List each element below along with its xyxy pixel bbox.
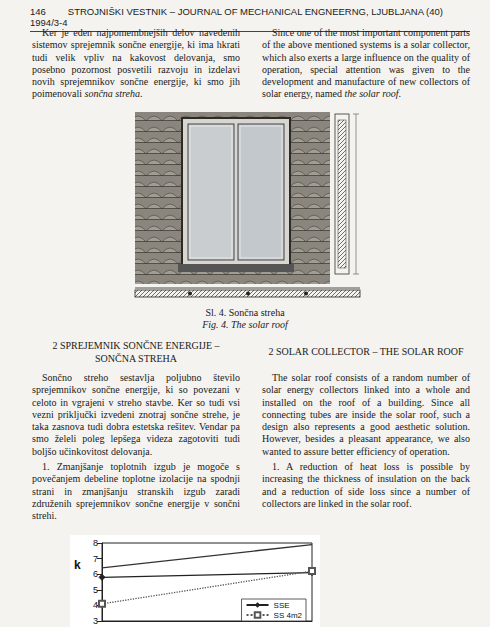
html-text:Ker je eden najpomembnejših de: Ker je eden najpomembnejših delov navede… — [32, 27, 240, 100]
svg-text:k: k — [74, 558, 81, 572]
html-text:Since one of the most importan: Since one of the most important componen… — [262, 27, 470, 100]
html-text:Fig. 4. The solar roof: Fig. 4. The solar roof — [202, 319, 288, 330]
html-text:1. Zmanjšanje toplotnih izgub: 1. Zmanjšanje toplotnih izgub je mogoče … — [32, 461, 240, 522]
svg-text:6: 6 — [93, 569, 98, 579]
svg-text:8: 8 — [93, 538, 98, 548]
svg-text:SS 4m2: SS 4m2 — [274, 611, 303, 620]
svg-text:4: 4 — [93, 600, 98, 610]
svg-text:7: 7 — [93, 554, 98, 564]
html-text:The solar roof consists of a r: The solar roof consists of a random numb… — [262, 372, 470, 457]
svg-text:3: 3 — [93, 616, 98, 626]
html-text:146: 146 — [30, 6, 46, 17]
html-text:1. A reduction of heat loss is: 1. A reduction of heat loss is possible … — [262, 461, 470, 509]
html-text:Sl. 4. Sončna streha: Sl. 4. Sončna streha — [205, 307, 285, 318]
html-text:Sončno streho sestavlja poljub: Sončno streho sestavlja poljubno število… — [32, 372, 240, 457]
html-text:STROJNIŠKI VESTNIK – JOURNAL O: STROJNIŠKI VESTNIK – JOURNAL OF MECHANIC… — [30, 6, 443, 28]
html-text:2 SOLAR COLLECTOR – THE SOLAR: 2 SOLAR COLLECTOR – THE SOLAR ROOF — [268, 346, 464, 357]
html-text:2 SPREJEMNIK SONČNE ENERGIJE –: 2 SPREJEMNIK SONČNE ENERGIJE – SONČNA ST… — [52, 340, 220, 364]
svg-text:SSE: SSE — [274, 601, 290, 610]
svg-text:5: 5 — [93, 585, 98, 595]
